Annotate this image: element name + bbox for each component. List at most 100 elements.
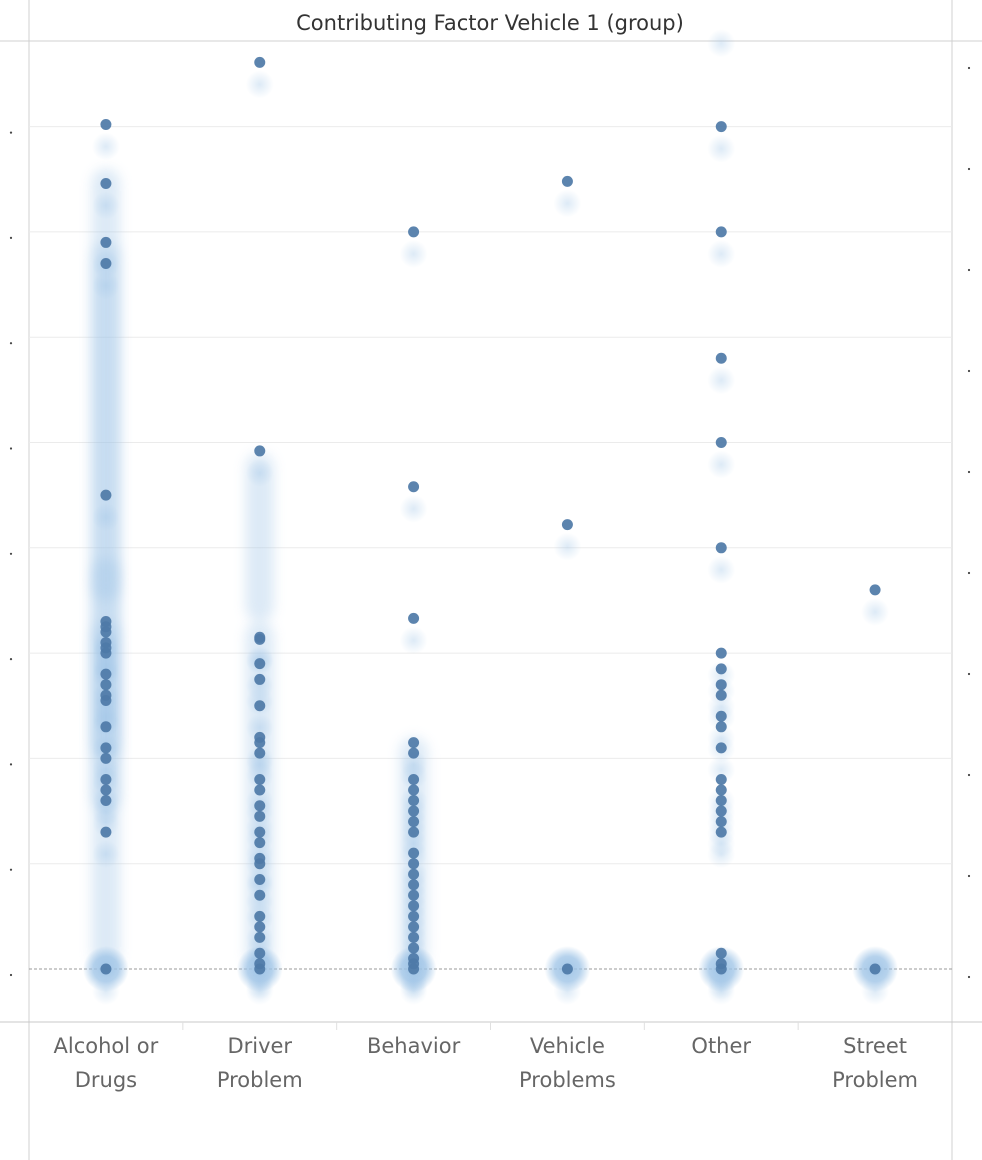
density-band [91,168,120,601]
left-tick-mark [9,868,13,871]
data-point [715,947,727,959]
density-band [245,453,274,622]
left-tick-mark [9,658,13,661]
data-point [715,784,727,796]
right-tick-mark [967,369,971,373]
density-glows [82,29,899,1005]
point-halo [707,755,736,784]
point-halo [399,494,428,523]
right-tick-mark [967,672,971,676]
data-point [408,858,420,870]
data-point [408,931,420,943]
data-point [408,773,420,785]
category-label: Behavior [367,1034,461,1058]
right-tick-mark [967,268,971,272]
data-point [254,910,266,922]
data-point [100,826,112,838]
data-point [100,489,112,501]
right-tick-mark [967,773,971,777]
data-point [254,631,266,643]
data-point [561,519,573,531]
category-label-line: Behavior [367,1034,461,1058]
data-point [869,584,881,596]
data-point [254,958,266,970]
data-point [408,900,420,912]
data-point [561,963,573,975]
data-point [408,226,420,238]
data-point [408,612,420,624]
data-point [254,921,266,933]
data-point [869,963,881,975]
data-point [100,668,112,680]
left-tick-mark [9,342,13,345]
data-point [715,958,727,970]
data-point [254,873,266,885]
point-halo [553,532,582,561]
data-point [715,773,727,785]
data-point [408,921,420,933]
category-label: Other [691,1034,751,1058]
point-halo [553,977,582,1005]
category-label-line: Other [691,1034,751,1058]
data-point [715,826,727,838]
data-point [408,747,420,759]
data-point [408,795,420,807]
point-halo [707,366,736,395]
data-point [100,784,112,796]
data-point [254,700,266,712]
data-point [715,710,727,722]
data-point [408,868,420,880]
left-tick-mark [9,447,13,450]
chart-title: Contributing Factor Vehicle 1 (group) [296,11,684,35]
category-label: Vehicle Problems [519,1034,616,1092]
data-point [254,731,266,743]
right-tick-mark [967,874,971,878]
data-points [100,56,881,975]
category-label-line: Problems [519,1068,616,1092]
point-halo [91,132,120,161]
right-tick-mark [967,571,971,575]
data-point [254,889,266,901]
data-point [100,257,112,269]
category-label-line: Driver [227,1034,292,1058]
category-label-line: Alcohol or [54,1034,159,1058]
data-point [100,637,112,649]
point-halo [707,450,736,479]
data-point [254,947,266,959]
data-point [254,673,266,685]
data-point [408,942,420,954]
left-tick-mark [9,973,13,977]
category-label: Alcohol or Drugs [54,1034,159,1092]
left-tick-mark [9,763,13,766]
data-point [561,175,573,187]
data-point [715,437,727,448]
data-point [100,773,112,785]
data-point [100,689,112,701]
right-tick-mark [967,167,971,171]
data-point [100,236,112,248]
data-point [715,795,727,807]
data-point [254,826,266,838]
point-halo [707,661,736,690]
point-halo [707,239,736,268]
data-point [100,742,112,754]
data-point [254,810,266,822]
data-point [100,616,112,628]
category-label-line: Drugs [75,1068,137,1092]
data-point [408,481,420,493]
data-point [408,826,420,838]
gridlines [29,126,952,865]
data-point [408,952,420,964]
category-label: Driver Problem [217,1034,303,1092]
point-halo [861,597,890,626]
data-point [254,800,266,812]
data-point [254,931,266,943]
data-point [408,889,420,901]
data-point [254,852,266,864]
data-point [408,737,420,749]
data-point [100,118,112,130]
data-point [715,721,727,733]
data-point [100,721,112,733]
